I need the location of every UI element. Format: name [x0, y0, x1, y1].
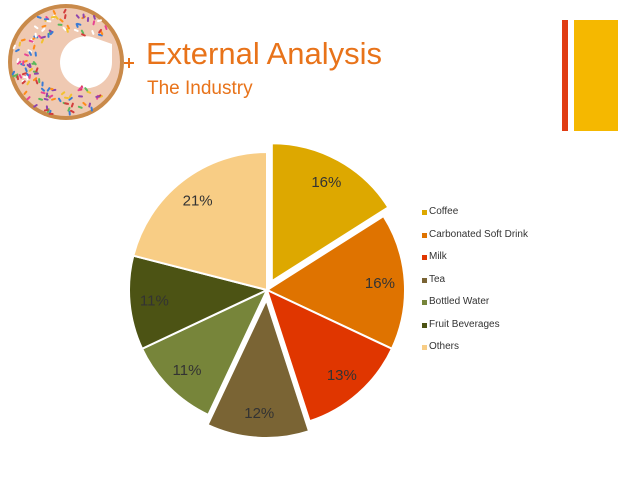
donut-icon [8, 4, 124, 120]
slice-label: 13% [327, 367, 357, 384]
slice-label: 12% [244, 405, 274, 422]
pie-slice-bottled-water [140, 287, 270, 417]
slide-subtitle: The Industry [147, 78, 253, 99]
pie-slice-fruit-beverages [128, 254, 270, 351]
pie-slice-tea [206, 297, 311, 439]
pie-slice-carbonated-soft-drink [264, 214, 406, 351]
legend-swatch [422, 277, 427, 283]
slice-label: 11% [173, 362, 202, 379]
legend-item: Bottled Water [422, 296, 622, 319]
pie-slice-coffee [270, 142, 390, 284]
legend-swatch [422, 210, 427, 215]
pie-slice-milk [265, 288, 394, 423]
legend-item: Others [422, 341, 622, 364]
legend-item: Coffee [422, 206, 622, 229]
slice-label: 16% [365, 275, 395, 292]
slice-label: 21% [183, 193, 213, 210]
legend-item: Milk [422, 251, 622, 274]
legend-label: Tea [429, 273, 446, 285]
slice-label: 16% [311, 174, 341, 191]
accent-bar-red [562, 20, 568, 131]
legend-item: Fruit Beverages [422, 319, 622, 342]
pie-slice-others [132, 150, 268, 292]
legend-swatch [422, 345, 427, 350]
legend-item: Tea [422, 274, 622, 297]
chart-legend: Coffee Carbonated Soft Drink Milk Tea Bottle… [422, 206, 622, 364]
plus-icon [124, 58, 134, 68]
slice-label: 11% [140, 293, 169, 310]
legend-swatch [422, 255, 427, 260]
legend-label: Coffee [429, 206, 459, 217]
legend-label: Bottled Water [429, 296, 490, 307]
legend-swatch [422, 232, 427, 238]
legend-swatch [422, 300, 427, 305]
legend-label: Milk [429, 251, 447, 262]
slide-title: External Analysis [146, 36, 383, 71]
legend-label: Fruit Beverages [429, 318, 500, 330]
accent-bar-yellow [574, 20, 618, 131]
legend-label: Carbonated Soft Drink [429, 228, 528, 240]
legend-label: Others [429, 341, 460, 352]
legend-item: Carbonated Soft Drink [422, 229, 622, 252]
legend-swatch [422, 322, 427, 328]
